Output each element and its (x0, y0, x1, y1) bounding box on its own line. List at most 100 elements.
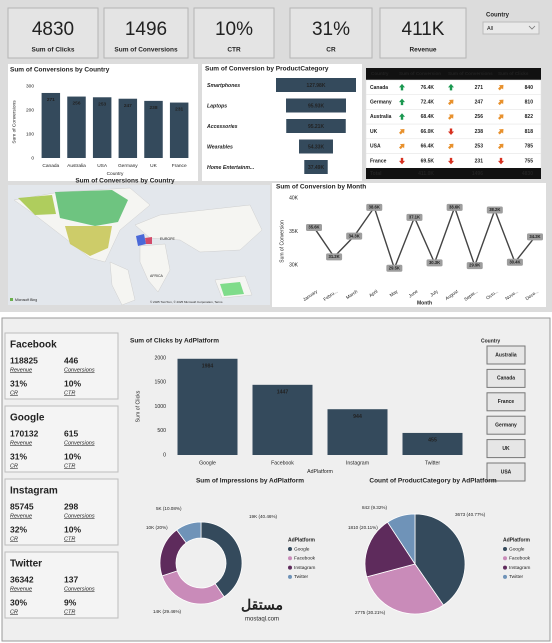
data-label: 2775 (30.21%) (355, 610, 386, 615)
table-cell: 238 (475, 129, 484, 135)
table-header (366, 68, 541, 80)
table-cell: 256 (475, 114, 484, 120)
trend-arrow (448, 128, 454, 135)
data-label: 38.2K (489, 207, 500, 212)
platform-name: Instagram (10, 486, 58, 497)
legend-swatch (503, 574, 507, 579)
table-cell: 76.4K (421, 85, 435, 91)
x-tick-label: UK (150, 163, 157, 169)
data-label: 1810 (20.11%) (348, 525, 378, 530)
chart-title: Count of ProductCategory by AdPlatform (369, 478, 496, 485)
trend-arrow (399, 83, 405, 91)
platform-name: Google (10, 413, 45, 424)
metric-value: 85745 (10, 501, 34, 511)
y-tick-label: 200 (26, 107, 34, 113)
metric-value: 10% (64, 524, 81, 534)
label-box (366, 203, 383, 211)
trend-arrow (498, 84, 504, 91)
slicer-button[interactable] (486, 439, 526, 459)
metric-label: CTR (64, 390, 75, 396)
table-cell: 840 (525, 85, 534, 91)
funnel-bar (286, 119, 346, 133)
table-cell: 231 (475, 158, 484, 164)
bar (92, 97, 112, 158)
slice (386, 513, 416, 566)
slicer-button[interactable] (486, 415, 526, 435)
category-label: Smartphones (207, 83, 240, 89)
bar (177, 358, 238, 455)
slicer-option: USA (501, 469, 512, 475)
bing-logo (10, 298, 13, 301)
legend-label: Twitter (294, 574, 309, 580)
data-label: 10K (20%) (146, 525, 168, 530)
x-axis-title: AdPlatform (307, 469, 333, 475)
data-label: 14K (29.46%) (153, 609, 182, 614)
x-axis-title: Country (107, 171, 124, 177)
slicer-button[interactable] (486, 345, 526, 365)
data-label: 1984 (202, 363, 214, 369)
legend-label: Instagram (509, 565, 530, 571)
metric-label: Conversions (64, 367, 95, 373)
category-label: Laptops (207, 103, 227, 109)
slice (414, 513, 466, 606)
kpi-label: Sum of Conversions (114, 47, 178, 54)
table-row (365, 94, 542, 110)
table-cell: 818 (525, 129, 534, 135)
data-label: 29.9K (469, 263, 480, 268)
label-box (386, 264, 403, 272)
data-label: 34.2K (529, 234, 540, 239)
legend-swatch (288, 547, 292, 551)
x-tick-label: Octo... (485, 289, 499, 301)
x-tick-label: Australia (67, 163, 86, 169)
slicer-button[interactable] (486, 392, 526, 412)
metric-label: Conversions (64, 586, 95, 592)
slicer-button[interactable] (486, 462, 526, 482)
table-cell: Canada (370, 85, 388, 91)
metric-value: 32% (10, 524, 27, 534)
table-row (365, 153, 542, 169)
data-label: 30.3K (429, 260, 440, 265)
metric-label: Revenue (10, 440, 32, 446)
slicer-option: Canada (497, 376, 515, 382)
table-header-cell: Sum of Clicks (498, 71, 529, 76)
x-axis-title: Month (417, 300, 432, 306)
metric-value: 10% (64, 378, 81, 388)
label-box (506, 258, 523, 266)
bar (169, 102, 189, 158)
x-tick-label: Canada (42, 163, 59, 169)
trend-arrow (448, 143, 454, 150)
slicer-option: UK (502, 446, 510, 452)
slice (176, 521, 202, 544)
country-region (220, 282, 244, 296)
x-tick-label: June (408, 288, 419, 298)
metric-label: CTR (64, 463, 75, 469)
metric-value: 31% (10, 378, 27, 388)
bar (252, 384, 313, 455)
table-cell: 271 (475, 85, 484, 91)
table-cell: 68.4K (421, 114, 435, 120)
slicer-button[interactable] (486, 368, 526, 388)
table-cell: Germany (370, 100, 392, 106)
country-region (18, 195, 56, 215)
bar (41, 92, 61, 158)
metric-label: CTR (64, 609, 75, 615)
bar (327, 409, 388, 455)
metric-label: Conversions (64, 513, 95, 519)
table-total-cell: Total (370, 171, 382, 177)
bar (402, 432, 463, 455)
x-tick-label: April (368, 289, 378, 298)
data-label: 54.33K (308, 144, 325, 150)
x-tick-label: May (389, 288, 400, 297)
slicer-dropdown[interactable] (482, 21, 540, 35)
metric-value: 10% (64, 451, 81, 461)
table-cell: Australia (370, 114, 392, 120)
legend-swatch (288, 574, 292, 579)
land (139, 243, 171, 293)
table-cell: 72.4K (421, 100, 435, 106)
table-cell: 66.0K (421, 129, 435, 135)
metric-label: Revenue (10, 586, 32, 592)
label-box (306, 223, 322, 231)
kpi-label: CTR (227, 47, 241, 54)
label-box (486, 206, 503, 214)
